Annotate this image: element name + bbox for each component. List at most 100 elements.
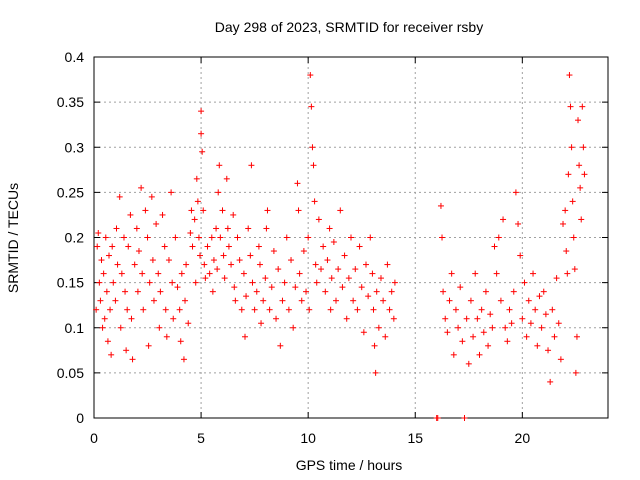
data-point: [311, 198, 318, 205]
data-point: [534, 342, 541, 349]
data-point: [273, 315, 280, 322]
data-point: [450, 351, 457, 358]
data-point: [305, 234, 312, 241]
data-point: [439, 234, 446, 241]
data-point: [232, 297, 239, 304]
data-point: [194, 198, 201, 205]
data-point: [568, 144, 575, 151]
data-point: [99, 324, 106, 331]
data-point: [480, 329, 487, 336]
data-point: [352, 266, 359, 273]
data-point: [256, 261, 263, 268]
data-point: [382, 333, 389, 340]
data-point: [577, 184, 584, 191]
data-point: [573, 333, 580, 340]
data-point: [187, 229, 194, 236]
data-point: [105, 252, 112, 259]
data-point: [540, 288, 547, 295]
data-point: [563, 248, 570, 255]
data-point: [201, 261, 208, 268]
data-point: [362, 261, 369, 268]
data-point: [198, 108, 205, 115]
data-point: [542, 311, 549, 318]
data-point: [571, 266, 578, 273]
data-point: [192, 279, 199, 286]
data-point: [327, 306, 334, 313]
data-point: [315, 216, 322, 223]
data-point: [251, 306, 258, 313]
data-point: [283, 234, 290, 241]
data-point: [482, 288, 489, 295]
data-point: [308, 103, 315, 110]
data-point: [521, 279, 528, 286]
data-point: [493, 270, 500, 277]
data-point: [268, 284, 275, 291]
data-point: [198, 130, 205, 137]
data-point: [223, 175, 230, 182]
data-point: [94, 243, 101, 250]
x-tick-label: 15: [407, 430, 423, 446]
y-tick-label: 0.4: [65, 49, 85, 65]
data-point: [230, 211, 237, 218]
data-point: [470, 333, 477, 340]
data-point: [386, 306, 393, 313]
data-point: [122, 288, 129, 295]
data-point: [116, 193, 123, 200]
data-point: [333, 297, 340, 304]
data-point: [128, 315, 135, 322]
data-point: [236, 257, 243, 264]
data-point: [478, 306, 485, 313]
data-point: [497, 297, 504, 304]
data-point: [504, 338, 511, 345]
data-point: [330, 239, 337, 246]
data-point: [292, 284, 299, 291]
data-point: [370, 306, 377, 313]
data-point: [275, 266, 282, 273]
data-point: [266, 306, 273, 313]
data-point: [118, 270, 125, 277]
x-tick-label: 0: [90, 430, 98, 446]
data-point: [108, 351, 115, 358]
data-point: [95, 229, 102, 236]
data-point: [101, 315, 108, 322]
data-point: [109, 243, 116, 250]
data-point: [149, 257, 156, 264]
data-point: [442, 315, 449, 322]
data-point: [318, 266, 325, 273]
data-point: [199, 148, 206, 155]
data-point: [285, 306, 292, 313]
data-point: [356, 243, 363, 250]
data-point: [263, 225, 270, 232]
data-point: [102, 234, 109, 241]
data-point: [560, 220, 567, 227]
data-point: [296, 270, 303, 277]
data-point: [326, 225, 333, 232]
data-point: [519, 315, 526, 322]
x-tick-label: 5: [197, 430, 205, 446]
data-point: [536, 293, 543, 300]
y-axis-label: SRMTID / TECUs: [5, 183, 21, 293]
data-point: [225, 243, 232, 250]
data-point: [129, 356, 136, 363]
data-point: [354, 306, 361, 313]
data-point: [322, 288, 329, 295]
data-point: [93, 306, 100, 313]
data-point: [183, 261, 190, 268]
data-point: [221, 275, 228, 282]
data-point: [567, 103, 574, 110]
y-tick-label: 0.15: [57, 275, 84, 291]
data-point: [455, 324, 462, 331]
data-point: [391, 279, 398, 286]
data-point: [120, 234, 127, 241]
data-point: [216, 162, 223, 169]
data-point: [465, 360, 472, 367]
data-point: [148, 193, 155, 200]
data-point: [288, 257, 295, 264]
data-point: [384, 261, 391, 268]
data-point: [564, 270, 571, 277]
data-point: [538, 324, 545, 331]
data-point: [463, 315, 470, 322]
data-point: [448, 270, 455, 277]
data-point: [144, 234, 151, 241]
data-point: [565, 171, 572, 178]
